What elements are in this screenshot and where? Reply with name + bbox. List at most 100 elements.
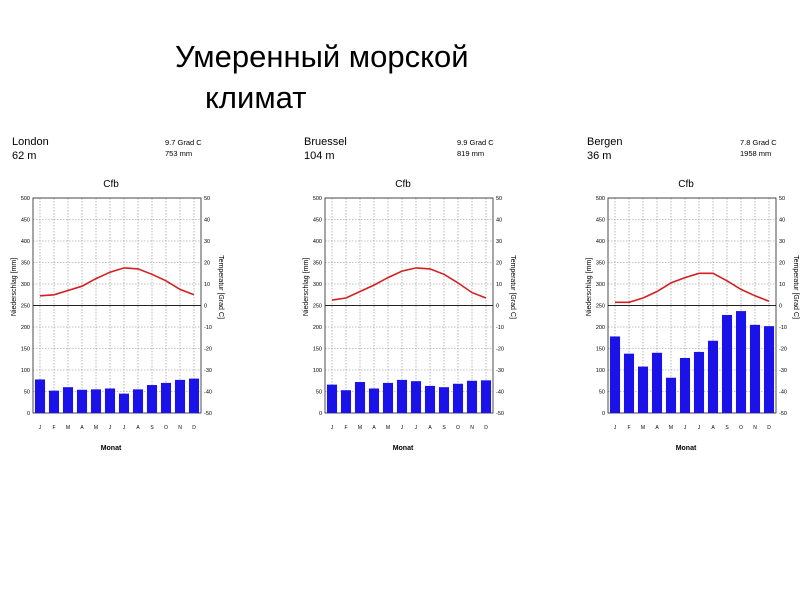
y2-tick-label: 0 [496, 304, 499, 310]
precipitation-bar [132, 389, 144, 413]
y2-tick-label: 0 [204, 304, 207, 310]
precipitation-bar [749, 324, 761, 413]
y2-tick-label: -50 [496, 411, 504, 417]
x-tick-label: J [684, 425, 687, 431]
y2-tick-label: 10 [779, 282, 785, 288]
precipitation-bar [174, 379, 186, 413]
y2-tick-label: 10 [496, 282, 502, 288]
x-tick-label: J [109, 425, 112, 431]
y-tick-label: 200 [313, 325, 322, 331]
x-tick-label: N [470, 425, 474, 431]
x-tick-label: M [358, 425, 362, 431]
y2-tick-label: -40 [204, 390, 212, 396]
y2-tick-label: -30 [779, 368, 787, 374]
climate-chart-svg: Bergen 36 m 7.8 Grad C 1958 mm Cfb Monat… [586, 136, 799, 452]
x-tick-label: S [150, 425, 154, 431]
x-tick-label: D [484, 425, 488, 431]
precipitation-bar [609, 336, 621, 413]
slide-title-line-1: Умеренный морской [175, 39, 469, 74]
precipitation-bar [48, 390, 60, 413]
precipitation-bar [90, 389, 102, 413]
x-tick-label: J [614, 425, 617, 431]
y2-tick-label: 20 [496, 261, 502, 267]
precipitation-bar [160, 382, 172, 413]
precipitation-bar [665, 377, 677, 413]
y-tick-label: 0 [602, 411, 605, 417]
y-tick-label: 100 [21, 368, 30, 374]
precipitation-bar [368, 388, 380, 413]
annual-precipitation: 753 mm [165, 149, 192, 158]
y-tick-label: 250 [596, 304, 605, 310]
x-tick-label: A [428, 425, 432, 431]
slide-title-line-2: климат [205, 80, 307, 115]
y-tick-label: 300 [21, 282, 30, 288]
y-tick-label: 0 [27, 411, 30, 417]
precipitation-bar [735, 311, 747, 413]
precipitation-bar [480, 380, 492, 413]
x-tick-label: M [66, 425, 70, 431]
x-tick-label: O [739, 425, 743, 431]
y2-tick-label: -20 [779, 347, 787, 353]
x-tick-label: F [344, 425, 347, 431]
x-tick-label: A [80, 425, 84, 431]
mean-temperature: 9.7 Grad C [165, 138, 202, 147]
x-tick-label: D [767, 425, 771, 431]
y-tick-label: 350 [596, 261, 605, 267]
mean-temperature: 9.9 Grad C [457, 138, 494, 147]
x-tick-label: N [753, 425, 757, 431]
y2-tick-label: -50 [204, 411, 212, 417]
x-tick-label: M [669, 425, 673, 431]
y2-tick-label: 20 [779, 261, 785, 267]
y-tick-label: 500 [21, 196, 30, 202]
precipitation-bar [396, 379, 408, 413]
x-tick-label: O [456, 425, 460, 431]
y2-tick-label: -40 [779, 390, 787, 396]
precipitation-bar [679, 357, 691, 413]
precipitation-bar [354, 382, 366, 413]
x-axis-label: Monat [393, 445, 414, 452]
precipitation-bar [424, 385, 436, 413]
x-tick-label: S [442, 425, 446, 431]
x-tick-label: F [52, 425, 55, 431]
y-tick-label: 200 [596, 325, 605, 331]
x-tick-label: J [123, 425, 126, 431]
precipitation-bar [76, 389, 88, 413]
x-tick-label: M [386, 425, 390, 431]
annual-precipitation: 819 mm [457, 149, 484, 158]
y-tick-label: 50 [24, 390, 30, 396]
y2-tick-label: 50 [779, 196, 785, 202]
y-tick-label: 0 [319, 411, 322, 417]
temperature-line [331, 267, 487, 301]
y2-tick-label: 10 [204, 282, 210, 288]
y2-tick-label: 40 [496, 218, 502, 224]
precipitation-bar [410, 381, 422, 413]
y-tick-label: 50 [316, 390, 322, 396]
y2-tick-label: 30 [779, 239, 785, 245]
precipitation-bar [326, 384, 338, 413]
y2-tick-label: -30 [496, 368, 504, 374]
y2-tick-label: 30 [204, 239, 210, 245]
y-tick-label: 150 [313, 347, 322, 353]
y-tick-label: 150 [596, 347, 605, 353]
y2-tick-label: 50 [496, 196, 502, 202]
x-tick-label: M [641, 425, 645, 431]
temperature-line [39, 267, 195, 297]
y-axis-label: Niederschlag [mm] [303, 258, 310, 316]
climate-class-title: Cfb [103, 179, 119, 190]
station-name: Bergen [587, 136, 622, 148]
y-tick-label: 350 [313, 261, 322, 267]
y-tick-label: 400 [313, 239, 322, 245]
y2-tick-label: 20 [204, 261, 210, 267]
station-elevation: 36 m [587, 150, 611, 162]
precipitation-bar [340, 390, 352, 413]
precipitation-bar [382, 382, 394, 413]
annual-precipitation: 1958 mm [740, 149, 771, 158]
y2-tick-label: -10 [779, 325, 787, 331]
precipitation-bar [104, 388, 116, 413]
precipitation-bar [623, 353, 635, 413]
x-tick-label: O [164, 425, 168, 431]
precipitation-bar [62, 387, 74, 413]
y2-tick-label: 40 [204, 218, 210, 224]
x-tick-label: J [401, 425, 404, 431]
y-tick-label: 450 [596, 218, 605, 224]
